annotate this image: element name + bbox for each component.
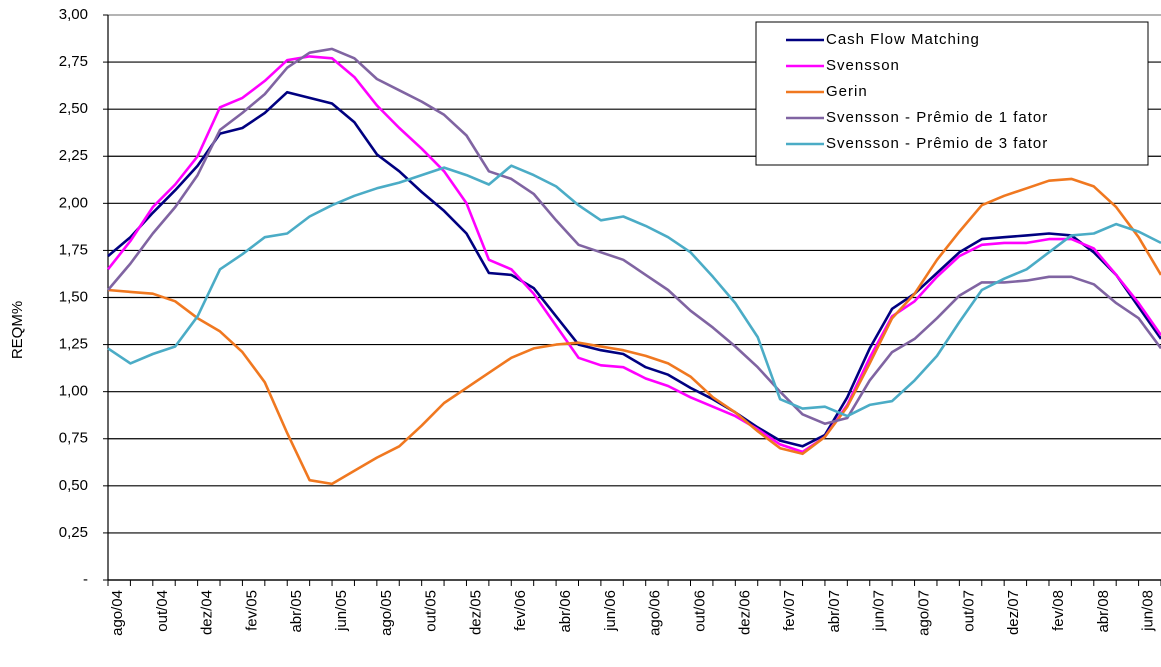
legend-label: Svensson [826, 57, 900, 74]
x-tick-label: fev/05 [243, 590, 260, 631]
line-series [107, 164, 1161, 418]
x-tick-label: out/04 [154, 590, 171, 632]
line-series [107, 90, 1161, 448]
x-tick-label: out/07 [960, 590, 977, 632]
legend-label: Svensson - Prêmio de 3 fator [826, 135, 1048, 152]
x-tick-label: dez/04 [199, 590, 216, 635]
x-tick-label: jun/06 [602, 590, 619, 632]
y-tick-label: 3,00 [59, 6, 88, 23]
y-tick-label: 0,25 [59, 524, 88, 541]
x-tick-label: abr/08 [1095, 590, 1112, 633]
x-tick-label: jun/05 [333, 590, 350, 632]
x-tick-label: dez/06 [736, 590, 753, 635]
legend-box [755, 21, 1149, 166]
y-axis-label: REQM% [9, 301, 26, 359]
legend-label: Svensson - Prêmio de 1 fator [826, 109, 1048, 126]
line-series [106, 55, 1161, 454]
x-tick-label: out/05 [423, 590, 440, 632]
line-series [107, 47, 1161, 425]
x-tick-label: abr/05 [288, 590, 305, 633]
x-tick-label: jun/07 [871, 590, 888, 632]
x-tick-label: ago/07 [916, 590, 933, 636]
x-tick-label: fev/07 [781, 590, 798, 631]
y-tick-label: 1,50 [59, 288, 88, 305]
x-tick-label: ago/05 [378, 590, 395, 636]
x-tick-label: ago/06 [647, 590, 664, 636]
x-tick-label: jun/08 [1140, 590, 1157, 632]
legend-label: Cash Flow Matching [826, 31, 980, 48]
y-tick-label: 2,75 [59, 53, 88, 70]
y-tick-label: 0,75 [59, 430, 88, 447]
line-series [107, 177, 1161, 486]
legend-label: Gerin [826, 83, 868, 100]
y-tick-label: - [83, 571, 88, 588]
x-tick-label: abr/07 [826, 590, 843, 633]
x-tick-label: out/06 [691, 590, 708, 632]
x-tick-label: abr/06 [557, 590, 574, 633]
y-tick-label: 2,50 [59, 100, 88, 117]
y-tick-label: 1,00 [59, 383, 88, 400]
x-tick-label: dez/05 [467, 590, 484, 635]
x-tick-label: fev/08 [1050, 590, 1067, 631]
y-tick-label: 1,25 [59, 336, 88, 353]
legend: Cash Flow Matching Svensson Gerin Svensson … [755, 21, 1149, 166]
y-tick-label: 0,50 [59, 477, 88, 494]
y-tick-label: 2,00 [59, 194, 88, 211]
y-tick-label: 2,25 [59, 147, 88, 164]
x-tick-label: ago/04 [109, 590, 126, 636]
x-tick-label: dez/07 [1005, 590, 1022, 635]
x-tick-label: fev/06 [512, 590, 529, 631]
y-tick-label: 1,75 [59, 241, 88, 258]
